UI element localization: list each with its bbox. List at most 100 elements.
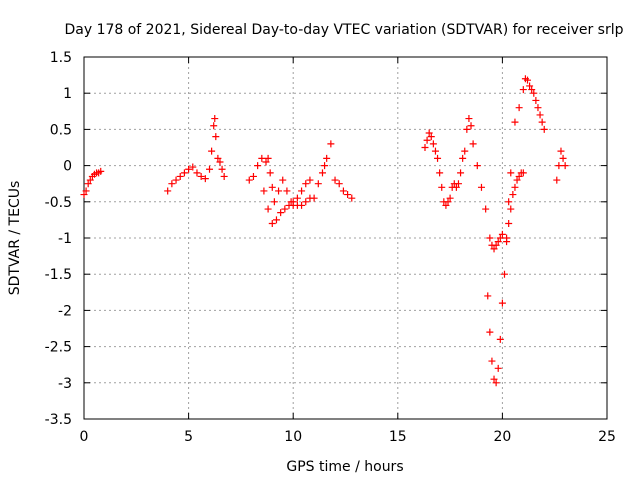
data-point — [214, 154, 222, 162]
data-point — [197, 172, 205, 180]
data-point — [168, 180, 176, 188]
data-point — [519, 169, 527, 177]
data-point — [496, 234, 504, 242]
data-point — [515, 172, 523, 180]
data-point — [281, 205, 289, 213]
data-point — [189, 163, 197, 171]
y-tick-labels: -3.5 -3 -2.5 -2 -1.5 -1 -0.5 0 0.5 1 1.5 — [45, 50, 72, 428]
data-point — [555, 162, 563, 170]
data-point — [465, 115, 473, 123]
data-point — [310, 194, 318, 202]
y-tick-label: -2 — [58, 303, 72, 319]
data-point — [505, 220, 513, 228]
data-point — [289, 198, 297, 206]
data-point — [511, 118, 519, 126]
data-point — [515, 104, 523, 112]
data-point — [461, 147, 469, 155]
data-point — [536, 111, 544, 119]
y-tick-label: 0 — [63, 159, 72, 175]
axis-ticks — [83, 56, 608, 420]
data-point — [193, 169, 201, 177]
data-point — [496, 335, 504, 343]
data-point — [279, 176, 287, 184]
data-point — [498, 230, 506, 238]
y-tick-label: -3.5 — [45, 412, 72, 428]
data-point — [498, 299, 506, 307]
data-point — [218, 165, 226, 173]
data-point — [473, 162, 481, 170]
x-tick-label: 5 — [184, 429, 193, 445]
data-point — [314, 180, 322, 188]
data-point — [540, 125, 548, 133]
data-point — [285, 201, 293, 209]
y-tick-label: -0.5 — [45, 195, 72, 211]
data-point — [283, 187, 291, 195]
data-point — [268, 183, 276, 191]
y-tick-label: 1.5 — [50, 50, 72, 66]
data-point — [538, 118, 546, 126]
data-point — [216, 158, 224, 166]
data-point — [507, 169, 515, 177]
data-point — [532, 96, 540, 104]
data-point — [482, 205, 490, 213]
x-tick-label: 0 — [80, 429, 89, 445]
data-point — [210, 122, 218, 130]
data-point — [201, 175, 209, 183]
data-point — [438, 183, 446, 191]
data-point — [526, 82, 534, 90]
data-point — [208, 147, 216, 155]
data-point — [220, 172, 228, 180]
data-point — [500, 270, 508, 278]
y-tick-label: -2.5 — [45, 340, 72, 356]
data-point — [513, 176, 521, 184]
data-point — [467, 122, 475, 130]
data-point — [206, 165, 214, 173]
data-point — [260, 187, 268, 195]
data-point — [469, 140, 477, 148]
data-point — [486, 328, 494, 336]
data-point — [434, 154, 442, 162]
data-point — [339, 187, 347, 195]
data-point — [488, 357, 496, 365]
data-point — [423, 136, 431, 144]
data-point — [212, 133, 220, 141]
data-point — [321, 162, 329, 170]
y-tick-label: -1 — [58, 231, 72, 247]
data-point — [486, 234, 494, 242]
data-point — [528, 86, 536, 94]
chart-title: Day 178 of 2021, Sidereal Day-to-day VTE… — [64, 22, 623, 38]
x-tick-label: 15 — [389, 429, 407, 445]
data-point — [553, 176, 561, 184]
data-point — [293, 194, 301, 202]
data-point — [176, 172, 184, 180]
data-point — [97, 167, 105, 175]
data-point — [331, 176, 339, 184]
data-point — [457, 169, 465, 177]
y-tick-label: 1 — [63, 86, 72, 102]
data-point — [524, 76, 532, 84]
data-point — [258, 154, 266, 162]
data-point — [519, 86, 527, 94]
data-point — [454, 180, 462, 188]
data-point — [275, 187, 283, 195]
data-point — [335, 180, 343, 188]
data-point — [262, 158, 270, 166]
data-point — [254, 162, 262, 170]
data-point — [425, 129, 433, 137]
data-point — [164, 187, 172, 195]
y-tick-label: -1.5 — [45, 267, 72, 283]
x-axis-label: GPS time / hours — [286, 459, 403, 475]
data-point — [492, 241, 500, 249]
x-tick-label: 20 — [493, 429, 511, 445]
data-point — [323, 154, 331, 162]
x-tick-label: 25 — [598, 429, 616, 445]
data-point — [268, 220, 276, 228]
data-point — [266, 169, 274, 177]
grid-lines — [84, 57, 607, 419]
data-point — [503, 238, 511, 246]
data-point — [427, 133, 435, 141]
data-point — [534, 104, 542, 112]
data-point — [264, 154, 272, 162]
x-tick-labels: 0 5 10 15 20 25 — [80, 429, 616, 445]
